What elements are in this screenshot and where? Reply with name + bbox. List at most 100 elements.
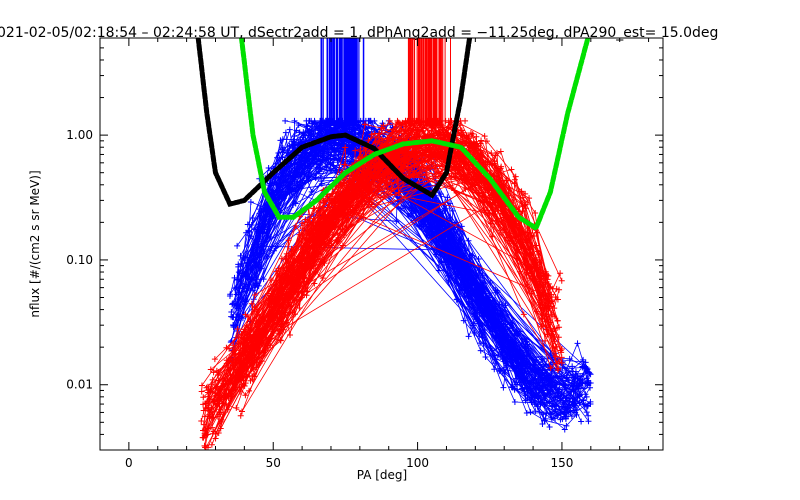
blue-point-marker	[501, 366, 508, 373]
blue-point-marker	[290, 138, 297, 145]
red-point-marker	[246, 387, 253, 394]
blue-point-marker	[293, 127, 300, 134]
red-point-marker	[292, 222, 299, 229]
red-point-marker	[258, 358, 265, 365]
red-point-marker	[478, 137, 485, 144]
red-point-marker	[229, 347, 236, 354]
red-point-marker	[207, 387, 214, 394]
red-point-marker	[300, 263, 307, 270]
blue-point-marker	[237, 260, 244, 267]
red-point-marker	[204, 405, 211, 412]
blue-point-marker	[587, 400, 594, 407]
red-point-marker	[368, 131, 375, 138]
x-tick-label: 150	[550, 456, 573, 470]
red-point-marker	[352, 147, 359, 154]
red-point-marker	[373, 160, 380, 167]
blue-point-marker	[230, 322, 237, 329]
red-point-marker	[326, 218, 333, 225]
red-point-marker	[394, 119, 401, 126]
red-point-marker	[248, 300, 255, 307]
red-point-marker	[519, 208, 526, 215]
red-point-marker	[376, 130, 383, 137]
red-point-marker	[558, 349, 565, 356]
blue-point-marker	[311, 117, 318, 124]
red-point-marker	[462, 186, 469, 193]
red-point-marker	[198, 417, 205, 424]
blue-point-marker	[570, 407, 577, 414]
blue-point-marker	[583, 393, 590, 400]
red-point-marker	[401, 147, 408, 154]
blue-point-marker	[321, 119, 328, 126]
blue-point-marker	[460, 317, 467, 324]
red-point-marker	[318, 241, 325, 248]
blue-point-marker	[307, 129, 314, 136]
red-point-marker	[313, 258, 320, 265]
red-point-marker	[198, 382, 205, 389]
red-point-marker	[207, 366, 214, 373]
red-point-marker	[554, 360, 561, 367]
blue-point-marker	[271, 247, 278, 254]
blue-point-marker	[303, 117, 310, 124]
blue-point-marker	[360, 117, 367, 124]
red-point-marker	[538, 272, 545, 279]
red-point-marker	[267, 342, 274, 349]
red-point-marker	[232, 373, 239, 380]
blue-point-marker	[232, 303, 239, 310]
blue-point-marker	[335, 122, 342, 129]
red-point-marker	[554, 317, 561, 324]
y-tick-label: 1.00	[66, 128, 93, 142]
red-spectrum-line	[204, 120, 512, 434]
red-point-marker	[302, 216, 309, 223]
red-point-marker	[497, 165, 504, 172]
red-point-marker	[542, 337, 549, 344]
red-point-marker	[463, 165, 470, 172]
blue-point-marker	[557, 416, 564, 423]
red-point-marker	[289, 309, 296, 316]
blue-point-marker	[262, 208, 269, 215]
x-tick-label: 0	[125, 456, 133, 470]
red-point-marker	[558, 359, 565, 366]
blue-point-marker	[527, 381, 534, 388]
red-point-marker	[299, 219, 306, 226]
blue-point-marker	[549, 402, 556, 409]
red-point-marker	[448, 173, 455, 180]
red-point-marker	[218, 416, 225, 423]
red-point-marker	[285, 297, 292, 304]
red-point-marker	[210, 369, 217, 376]
red-point-marker	[536, 289, 543, 296]
red-point-marker	[347, 208, 354, 215]
red-point-marker	[533, 229, 540, 236]
red-point-marker	[395, 189, 402, 196]
blue-point-marker	[566, 355, 573, 362]
red-point-marker	[423, 171, 430, 178]
blue-point-marker	[522, 392, 529, 399]
blue-spectrum-line	[313, 138, 568, 410]
blue-point-marker	[507, 341, 514, 348]
blue-point-marker	[436, 210, 443, 217]
blue-point-marker	[578, 418, 585, 425]
red-point-marker	[526, 195, 533, 202]
red-point-marker	[312, 269, 319, 276]
x-axis-label: PA [deg]	[357, 468, 407, 482]
blue-point-marker	[583, 402, 590, 409]
red-point-marker	[523, 205, 530, 212]
blue-point-marker	[496, 368, 503, 375]
blue-point-marker	[512, 357, 519, 364]
red-point-marker	[327, 226, 334, 233]
red-point-marker	[300, 278, 307, 285]
red-point-marker	[453, 152, 460, 159]
red-point-marker	[490, 172, 497, 179]
red-point-marker	[545, 290, 552, 297]
blue-point-marker	[265, 165, 272, 172]
blue-point-marker	[406, 213, 413, 220]
blue-point-marker	[249, 214, 256, 221]
red-point-marker	[460, 172, 467, 179]
red-point-marker	[432, 170, 439, 177]
red-point-marker	[433, 117, 440, 124]
red-point-marker	[242, 392, 249, 399]
blue-point-marker	[236, 285, 243, 292]
red-point-marker	[492, 196, 499, 203]
blue-point-marker	[574, 340, 581, 347]
red-point-marker	[267, 277, 274, 284]
blue-point-marker	[243, 260, 250, 267]
